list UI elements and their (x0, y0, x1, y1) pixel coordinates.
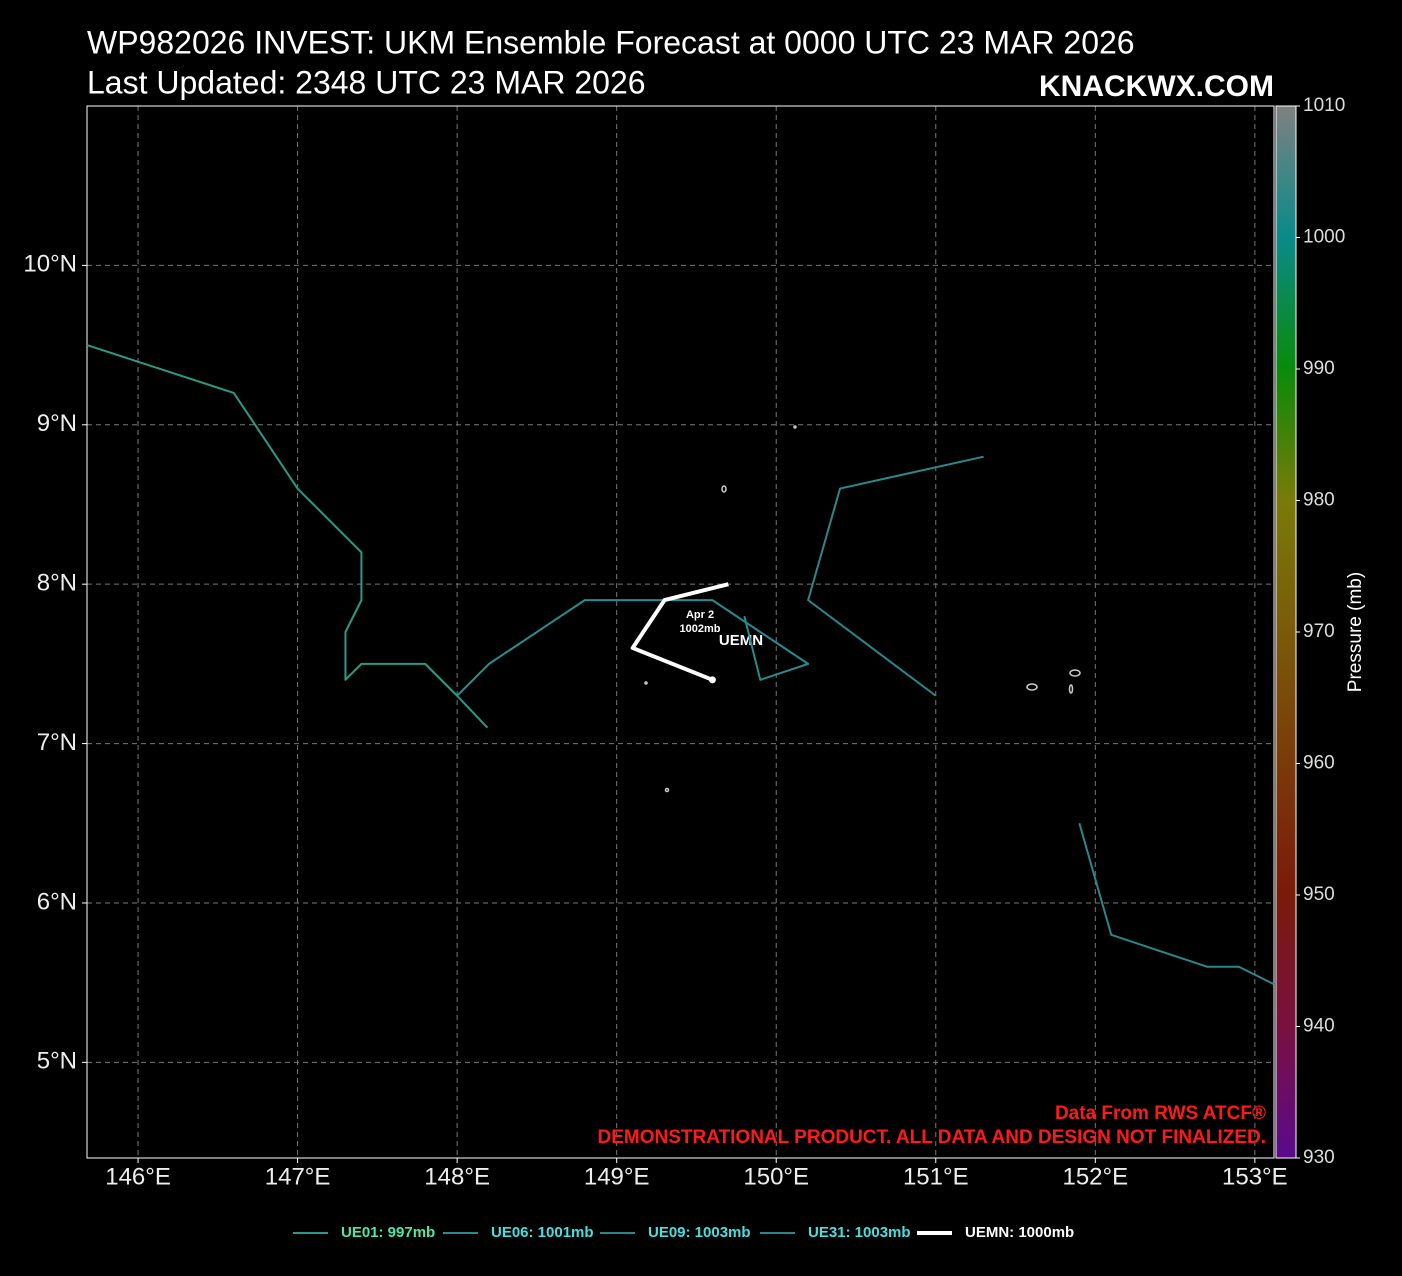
colorbar-label: Pressure (mb) (1345, 572, 1366, 692)
x-tick-label: 150°E (743, 1163, 809, 1190)
legend-label: UE31: 1003mb (808, 1224, 911, 1241)
x-tick-label: 148°E (424, 1163, 490, 1190)
y-tick-label: 5°N (37, 1048, 77, 1075)
y-tick-label: 10°N (23, 251, 77, 278)
track (456, 599, 810, 697)
annotation-date: Apr 2 (686, 609, 714, 621)
plot-area (87, 106, 1274, 1158)
y-tick-label: 8°N (37, 570, 77, 597)
legend-label: UE06: 1001mb (491, 1224, 594, 1241)
legend-label: UE09: 1003mb (648, 1224, 751, 1241)
island (721, 485, 727, 493)
island (1068, 684, 1074, 694)
credit: Data From RWS ATCF® (1055, 1103, 1266, 1124)
disclaimer: DEMONSTRATIONAL PRODUCT. ALL DATA AND DE… (598, 1127, 1267, 1148)
colorbar-tick-label: 930 (1303, 1147, 1335, 1168)
island (644, 681, 648, 685)
colorbar-tick-label: 940 (1303, 1016, 1335, 1037)
colorbar-tick-label: 990 (1303, 358, 1335, 379)
colorbar-tick-label: 950 (1303, 884, 1335, 905)
islands (644, 425, 1081, 793)
colorbar-tick-label: 960 (1303, 753, 1335, 774)
track (86, 344, 489, 729)
island (793, 425, 797, 429)
title: WP982026 INVEST: UKM Ensemble Forecast a… (87, 24, 1135, 60)
x-tick-label: 146°E (105, 1163, 171, 1190)
x-tick-label: 152°E (1062, 1163, 1128, 1190)
annotation-track: UEMN (719, 632, 763, 649)
subtitle: Last Updated: 2348 UTC 23 MAR 2026 (87, 64, 646, 100)
colorbar-tick-label: 1000 (1303, 227, 1345, 248)
island (664, 787, 670, 793)
x-tick-label: 153°E (1222, 1163, 1288, 1190)
legend-label: UEMN: 1000mb (965, 1224, 1074, 1241)
legend-label: UE01: 997mb (341, 1224, 435, 1241)
plot-frame (86, 105, 1275, 1159)
colorbar-tick-label: 980 (1303, 490, 1335, 511)
island (1069, 669, 1081, 677)
annotation-pressure: 1002mb (680, 623, 721, 635)
x-tick-label: 151°E (903, 1163, 969, 1190)
watermark: KNACKWX.COM (1039, 70, 1274, 103)
x-tick-label: 149°E (584, 1163, 650, 1190)
y-tick-label: 9°N (37, 410, 77, 437)
track (807, 455, 984, 697)
colorbar (1275, 105, 1297, 1159)
track (630, 582, 729, 682)
colorbar-tick-label: 1010 (1303, 95, 1345, 116)
island (1026, 683, 1038, 691)
track-end (708, 676, 716, 684)
y-tick-label: 7°N (37, 729, 77, 756)
x-tick-label: 147°E (265, 1163, 331, 1190)
colorbar-tick-label: 970 (1303, 621, 1335, 642)
y-tick-label: 6°N (37, 888, 77, 915)
track (1078, 822, 1275, 986)
